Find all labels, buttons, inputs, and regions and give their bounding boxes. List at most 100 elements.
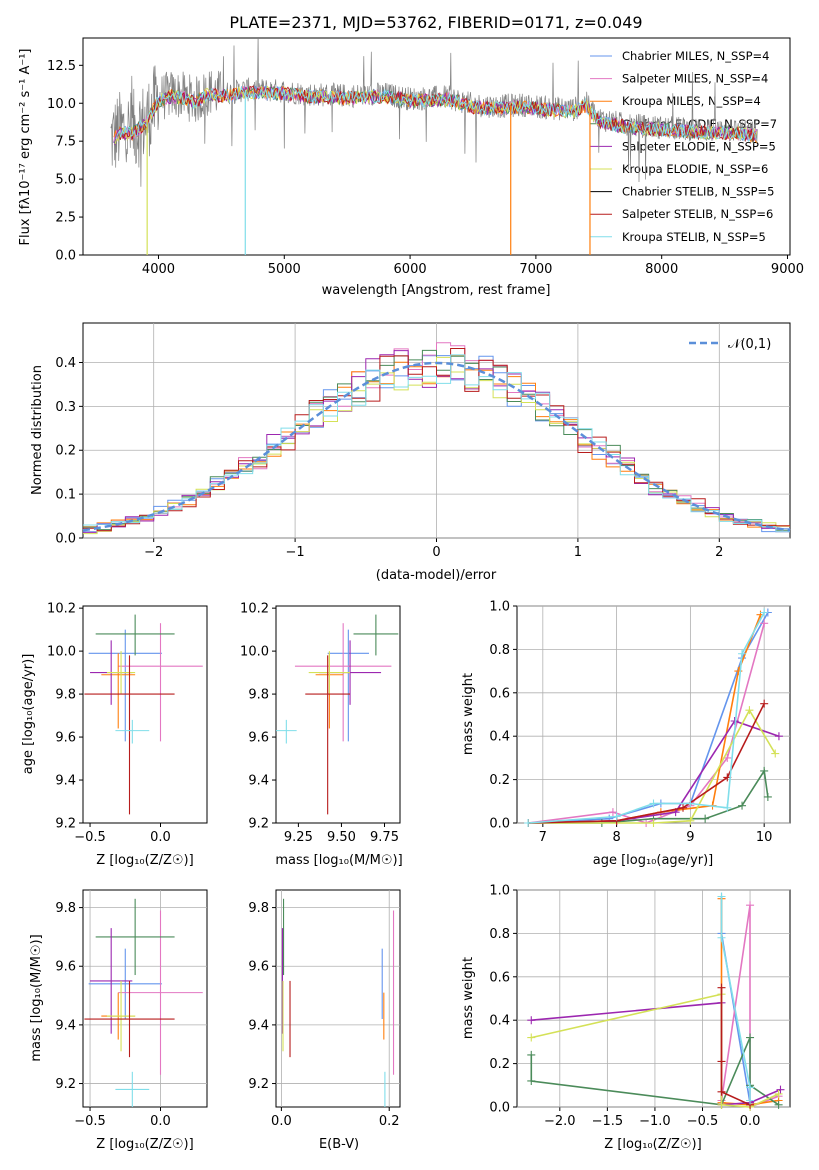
spectrum-ytick-label: 0.0 (55, 249, 76, 264)
massweight-vs-Z-line (720, 905, 779, 1109)
massweight-vs-age-xtick-label: 8 (612, 830, 620, 845)
spectrum-legend-label: Chabrier STELIB, N_SSP=5 (622, 185, 774, 199)
massweight-vs-Z-axes-frame (516, 889, 791, 1108)
massweight-vs-age-marker (760, 699, 769, 708)
spectrum-model-line (115, 85, 757, 143)
spectrum-ylabel: Flux [fλ10⁻¹⁷ erg cm⁻² s⁻¹ A⁻¹] (18, 49, 33, 246)
mass-vs-Z-ytick-label: 9.2 (55, 1077, 76, 1092)
massweight-vs-Z-marker (746, 1096, 755, 1105)
spectrum-panel: wavelength [Angstrom, rest frame] Flux [… (18, 37, 791, 298)
massweight-vs-Z-line (720, 896, 751, 1101)
age-vs-Z-errorbar (95, 614, 175, 656)
age-vs-Z-ytick-label: 10.0 (47, 645, 76, 660)
massweight-vs-Z-ytick-label: 0.6 (489, 970, 510, 985)
massweight-vs-Z-marker (746, 1033, 755, 1042)
residuals-xtick-label: 2 (715, 545, 723, 560)
age-vs-Z-errorbar (88, 629, 162, 742)
age-vs-Z-ytick-label: 9.6 (55, 731, 76, 746)
mass-vs-ebv-ytick-label: 9.2 (248, 1077, 269, 1092)
spectrum-ytick-label: 2.5 (55, 211, 76, 226)
massweight-vs-Z-marker (527, 1016, 536, 1025)
age-vs-mass-errorbar (308, 651, 351, 695)
massweight-vs-Z-ytick-label: 0.4 (489, 1014, 510, 1029)
spectrum-legend-label: Salpeter MILES, N_SSP=4 (622, 72, 768, 86)
massweight-vs-Z-marker (717, 1057, 726, 1066)
mass-vs-Z-errorbar (84, 980, 175, 1058)
massweight-vs-Z-line (530, 1037, 780, 1106)
massweight-vs-Z-ticks: −2.0 −1.5 −1.0 −0.5 0.0 0.0 0.2 0.4 0.6 0.8 1.0 (489, 884, 790, 1129)
massweight-vs-age-marker (701, 814, 710, 823)
massweight-vs-Z-marker (717, 1087, 726, 1096)
massweight-vs-Z-xtick-label: −2.0 (544, 1114, 576, 1129)
age-vs-Z-ytick-label: 9.4 (55, 774, 76, 789)
massweight-vs-Z-marker (527, 1050, 536, 1059)
residuals-ytick-label: 0.3 (55, 400, 76, 415)
mass-vs-Z-errorbar (106, 980, 136, 1052)
massweight-vs-age-line (528, 612, 769, 824)
massweight-vs-age-panel: age [log₁₀(age/yr)] mass weight (461, 605, 791, 868)
age-vs-mass-errorbar (305, 655, 351, 815)
massweight-vs-age-marker (686, 799, 695, 808)
massweight-vs-age-ytick-label: 0.0 (489, 817, 510, 832)
spectrum-model-line (115, 85, 757, 143)
mass-vs-Z-xtick-label: 0.0 (150, 1114, 171, 1129)
age-vs-Z-xlabel: Z [log₁₀(Z/Z☉)] (96, 853, 193, 868)
residuals-ylabel: Normed distribution (30, 365, 45, 495)
massweight-vs-Z-marker (717, 983, 726, 992)
massweight-vs-Z-marker (774, 1089, 783, 1098)
massweight-vs-Z-marker (527, 1033, 536, 1042)
age-vs-mass-ticks: 9.25 9.50 9.75 9.2 9.4 9.6 9.8 10.0 10.2 (240, 602, 399, 845)
mass-vs-ebv-ytick-label: 9.6 (248, 960, 269, 975)
age-vs-mass-ytick-label: 9.8 (248, 688, 269, 703)
mass-vs-ebv-ytick-label: 9.8 (248, 901, 269, 916)
mass-vs-ebv-ytick-label: 9.4 (248, 1018, 269, 1033)
mass-vs-ebv-xtick-label: 0.2 (379, 1114, 400, 1129)
age-vs-mass-xtick-label: 9.75 (370, 830, 399, 845)
mass-vs-ebv-xtick-label: 0.0 (271, 1114, 292, 1129)
massweight-vs-Z-marker (746, 901, 755, 910)
age-vs-mass-ytick-label: 9.6 (248, 731, 269, 746)
age-vs-mass-ytick-label: 10.0 (240, 645, 269, 660)
residuals-xtick-label: 0 (432, 545, 440, 560)
spectrum-legend: Chabrier MILES, N_SSP=4 Salpeter MILES, N… (590, 49, 777, 244)
spectrum-legend-label: Kroupa MILES, N_SSP=4 (622, 94, 761, 108)
age-vs-Z-xtick-label: 0.0 (150, 830, 171, 845)
age-vs-mass-errorbar (276, 719, 297, 744)
age-vs-mass-ytick-label: 9.4 (248, 774, 269, 789)
residuals-xlabel: (data-model)/error (376, 568, 497, 583)
massweight-vs-age-marker (774, 732, 783, 741)
normal-legend-label: 𝒩(0,1) (728, 337, 771, 352)
age-vs-Z-xtick-label: −0.5 (74, 830, 106, 845)
massweight-vs-age-ytick-label: 0.4 (489, 730, 510, 745)
massweight-vs-age-marker (612, 812, 621, 821)
massweight-vs-age-marker (745, 706, 754, 715)
spectrum-xlabel: wavelength [Angstrom, rest frame] (322, 283, 551, 298)
massweight-vs-age-ylabel: mass weight (461, 673, 476, 755)
massweight-vs-age-marker (649, 819, 658, 827)
massweight-vs-Z-marker (776, 1085, 785, 1094)
age-vs-Z-errorbar (118, 623, 203, 742)
massweight-vs-age-marker (679, 803, 688, 812)
age-vs-mass-ytick-label: 9.2 (248, 817, 269, 832)
spectrum-xtick-label: 9000 (771, 262, 804, 277)
massweight-vs-Z-ytick-label: 0.0 (489, 1101, 510, 1116)
residuals-panel: (data-model)/error Normed distribution 𝒩… (30, 322, 791, 583)
mass-vs-Z-errorbar (88, 948, 162, 1020)
normal-curve (82, 361, 791, 532)
spectrum-ytick-label: 12.5 (47, 59, 76, 74)
age-vs-Z-axes-frame (82, 605, 208, 824)
spectrum-axes-frame (82, 37, 791, 256)
massweight-vs-Z-marker (717, 892, 726, 901)
figure-title: PLATE=2371, MJD=53762, FIBERID=0171, z=0… (229, 13, 642, 32)
age-vs-mass-xtick-label: 9.25 (284, 830, 313, 845)
spectrum-ytick-label: 5.0 (55, 173, 76, 188)
residuals-xtick-label: −2 (144, 545, 163, 560)
age-vs-mass-xlabel: mass [log₁₀(M/M☉)] (275, 853, 402, 868)
mass-vs-Z-panel: Z [log₁₀(Z/Z☉)] mass [log₁₀(M/M☉)] (29, 889, 208, 1152)
spectrum-xtick-label: 4000 (142, 262, 175, 277)
massweight-vs-age-ticks: 7 8 9 10 0.0 0.2 0.4 0.6 0.8 1.0 (489, 600, 790, 845)
age-vs-mass-errorbar (294, 623, 392, 742)
massweight-vs-Z-marker (746, 1083, 755, 1092)
mass-vs-Z-ticks: −0.5 0.0 9.2 9.4 9.6 9.8 (55, 890, 207, 1129)
